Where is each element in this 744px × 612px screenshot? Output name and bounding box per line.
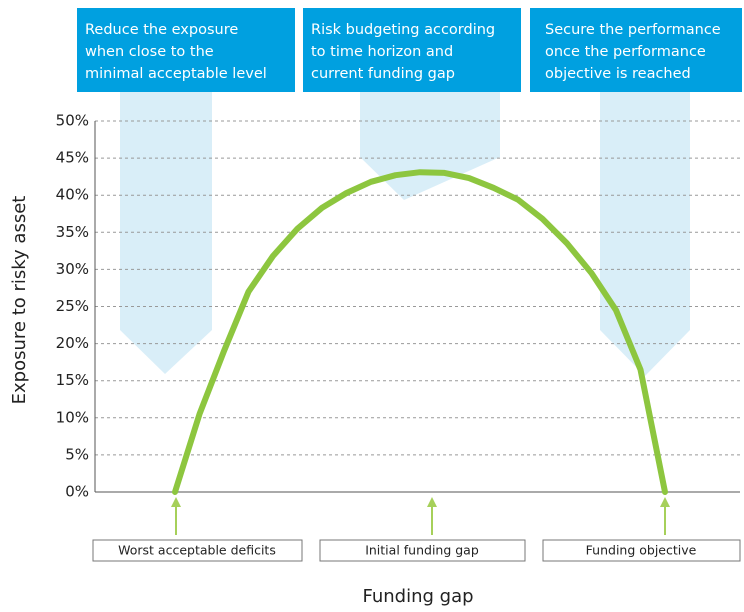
pointer-arrows [171, 497, 670, 535]
y-tick-label: 50% [56, 112, 89, 130]
y-tick-label: 40% [56, 186, 89, 204]
annotation-label: Funding objective [586, 543, 697, 558]
y-tick-label: 35% [56, 223, 89, 241]
y-tick-label: 20% [56, 334, 89, 352]
annotation-text: Secure the performance [545, 22, 721, 38]
annotation-text: minimal acceptable level [85, 66, 267, 82]
y-tick-label: 0% [65, 483, 89, 501]
annotation-text: when close to the [85, 44, 214, 60]
pointer-head [427, 497, 437, 507]
annotation-text: Risk budgeting according [311, 22, 495, 38]
annotation-text: current funding gap [311, 66, 455, 82]
annotation-box [530, 8, 742, 92]
y-axis-label: Exposure to risky asset [9, 196, 30, 405]
annotation-text: to time horizon and [311, 44, 453, 60]
annotation-box [77, 8, 295, 92]
curve [172, 169, 668, 495]
annotation-box [303, 8, 521, 92]
y-tick-label: 30% [56, 260, 89, 278]
guide-arrow [120, 92, 212, 374]
annotation-text: once the performance [545, 44, 706, 60]
y-tick-label: 25% [56, 297, 89, 315]
bottom-boxes [92, 539, 741, 562]
pointer-head [660, 497, 670, 507]
label-box [92, 539, 303, 562]
label-box [542, 539, 741, 562]
x-axis-label: Funding gap [362, 586, 473, 607]
annotation-text: objective is reached [545, 66, 691, 82]
pointer-head [171, 497, 181, 507]
y-tick-label: 10% [56, 408, 89, 426]
guide-arrows [120, 92, 690, 376]
y-tick-label: 15% [56, 371, 89, 389]
y-tick-label: 45% [56, 149, 89, 167]
top-boxes [77, 8, 742, 92]
guide-arrow [600, 92, 690, 376]
label-box [319, 539, 526, 562]
y-tick-label: 5% [65, 445, 89, 463]
annotation-text: Reduce the exposure [85, 22, 238, 38]
annotation-label: Worst acceptable deficits [118, 543, 276, 558]
annotation-label: Initial funding gap [365, 543, 479, 558]
